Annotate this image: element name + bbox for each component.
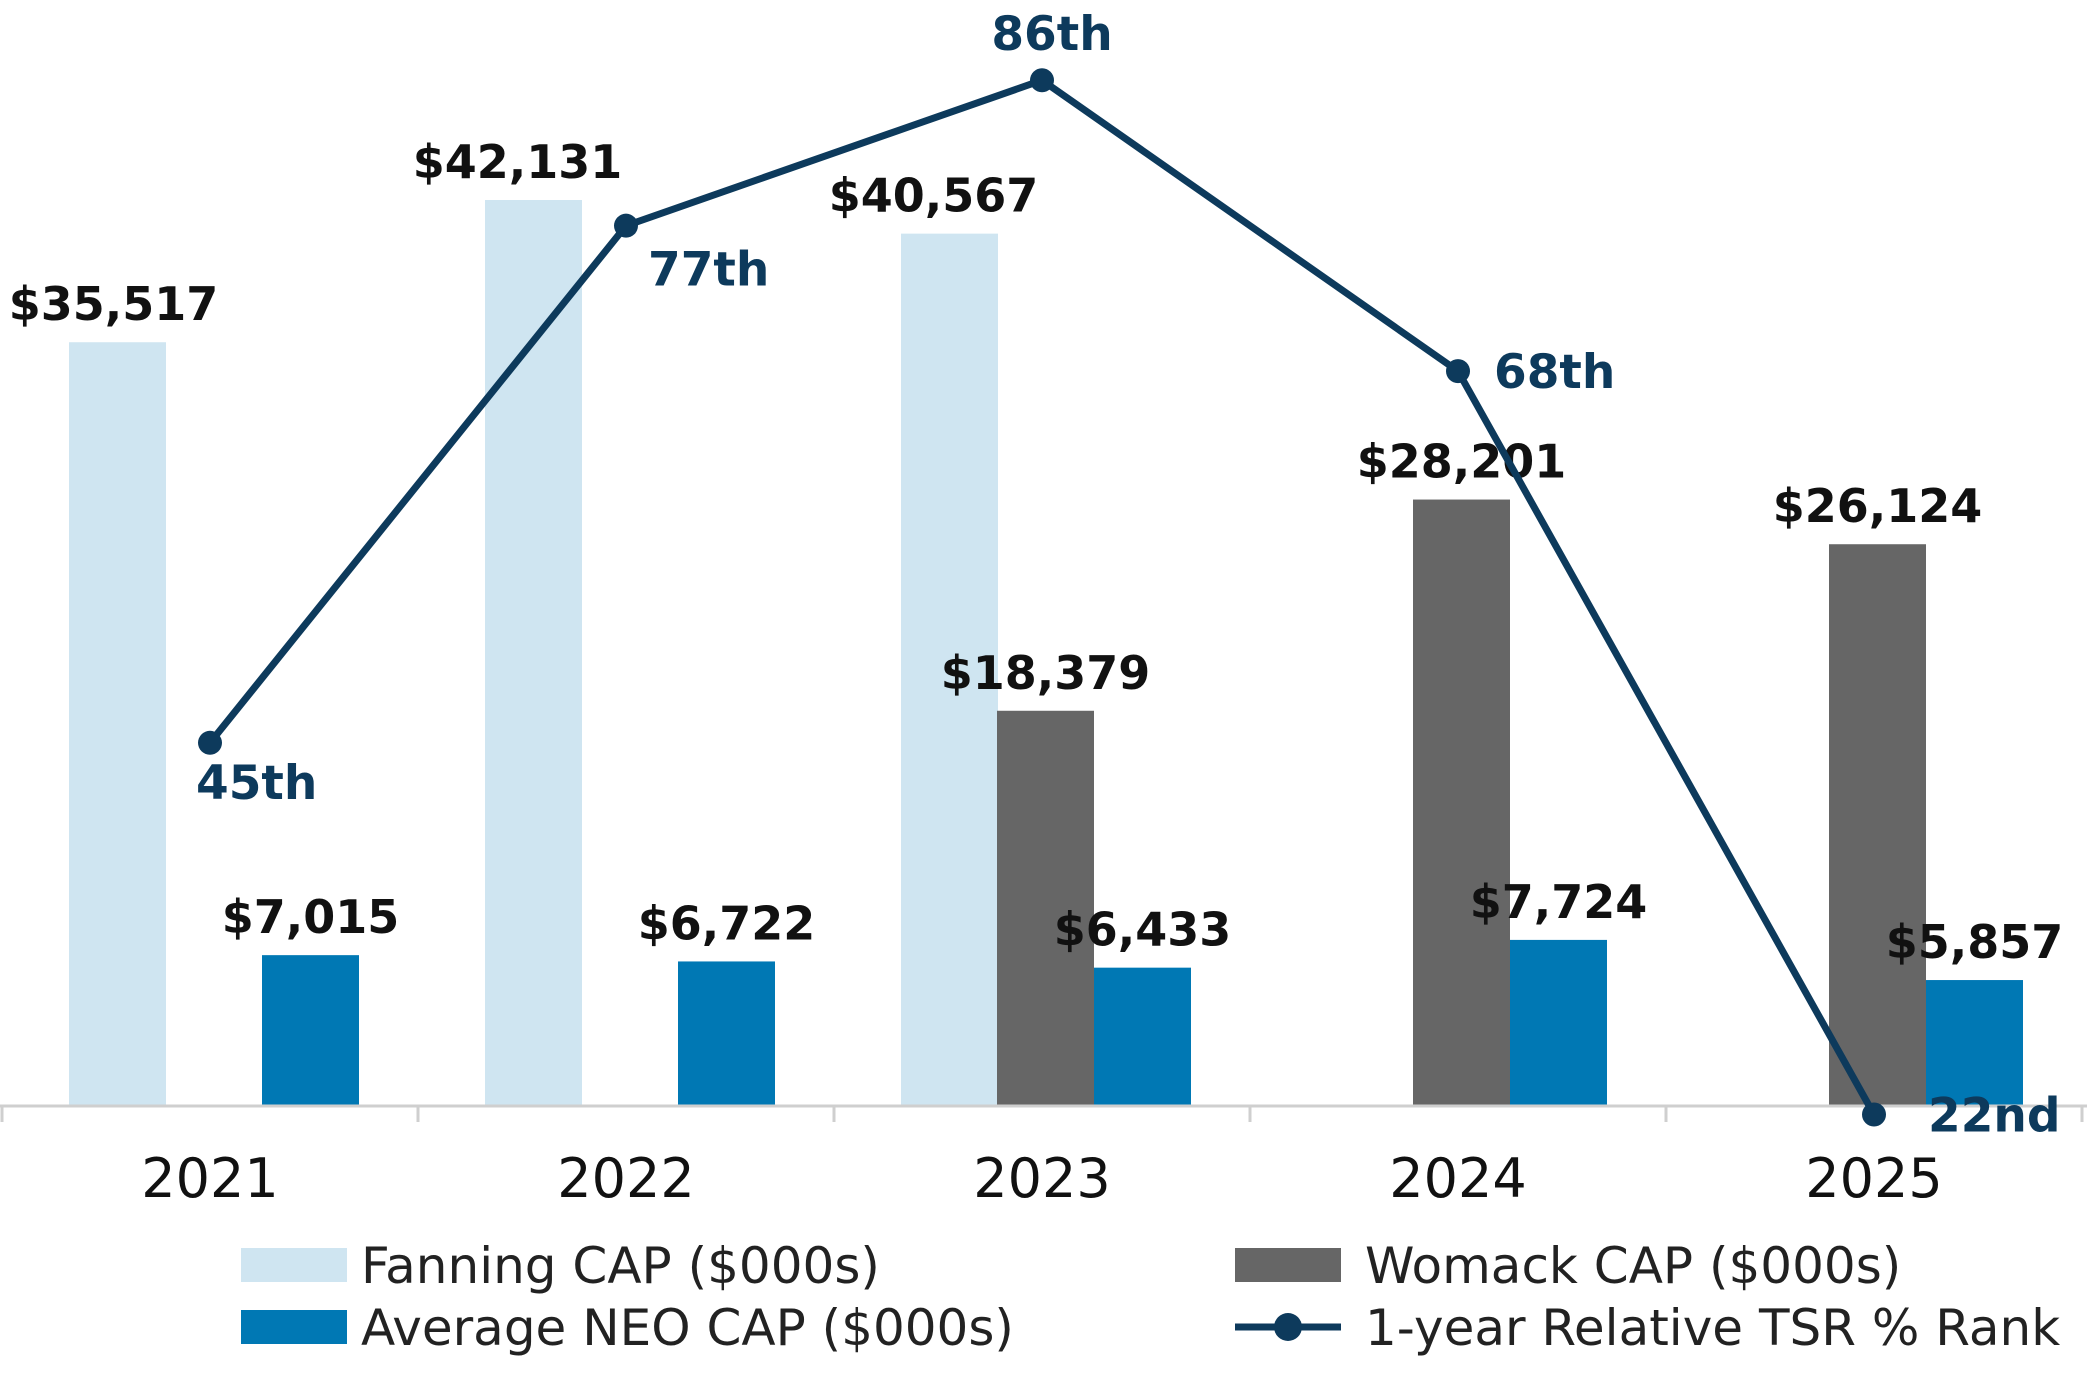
- tsr-rank-label-2023: 86th: [991, 7, 1112, 62]
- legend-label-neo: Average NEO CAP ($000s): [361, 1299, 1014, 1357]
- neo-bar-2022: [678, 961, 775, 1106]
- tsr-rank-label-2021: 45th: [196, 756, 317, 811]
- womack-bar-2023: [997, 710, 1094, 1106]
- womack-value-label-2023: $18,379: [941, 646, 1151, 700]
- bars-layer: $35,517 $42,131 $40,567 $18,379 $28,201 $26,1…: [9, 135, 2064, 1106]
- legend-swatch-neo: [241, 1310, 347, 1344]
- legend-swatch-womack: [1235, 1248, 1341, 1282]
- x-axis: 2021 2022 2023 2024 2025: [0, 1104, 2087, 1210]
- neo-value-label-2025: $5,857: [1886, 915, 2064, 969]
- x-tick-label-2021: 2021: [141, 1147, 278, 1210]
- fanning-bar-2023: [901, 233, 998, 1106]
- neo-bar-2025: [1926, 980, 2023, 1106]
- neo-value-label-2023: $6,433: [1054, 903, 1232, 957]
- fanning-value-label-2022: $42,131: [413, 135, 623, 189]
- womack-bar-2025: [1829, 544, 1926, 1106]
- tsr-rank-point-2022: [614, 213, 638, 238]
- legend: Fanning CAP ($000s) Womack CAP ($000s) Ave…: [241, 1237, 2060, 1357]
- x-tick-label-2024: 2024: [1389, 1147, 1526, 1210]
- tsr-rank-point-2024: [1446, 359, 1470, 384]
- tsr-rank-label-2025: 22nd: [1928, 1088, 2061, 1143]
- legend-label-womack: Womack CAP ($000s): [1365, 1237, 1901, 1295]
- legend-label-fanning: Fanning CAP ($000s): [361, 1237, 880, 1295]
- womack-bar-2024: [1413, 499, 1510, 1106]
- x-tick-label-2023: 2023: [973, 1147, 1110, 1210]
- x-tick-label-2022: 2022: [557, 1147, 694, 1210]
- x-tick-label-2025: 2025: [1805, 1147, 1942, 1210]
- tsr-rank-label-2022: 77th: [648, 243, 769, 298]
- tsr-rank-point-2021: [198, 730, 222, 755]
- neo-value-label-2024: $7,724: [1470, 875, 1648, 929]
- neo-bar-2023: [1094, 967, 1191, 1106]
- neo-bar-2024: [1510, 939, 1607, 1106]
- legend-marker-tsr: [1274, 1313, 1302, 1341]
- womack-value-label-2024: $28,201: [1357, 435, 1567, 489]
- tsr-line-layer: 45th 77th 86th 68th 22nd: [196, 7, 2061, 1143]
- neo-bar-2021: [262, 955, 359, 1106]
- legend-swatch-fanning: [241, 1248, 347, 1282]
- fanning-bar-2022: [485, 200, 582, 1106]
- fanning-value-label-2021: $35,517: [9, 277, 219, 331]
- fanning-bar-2021: [69, 342, 166, 1106]
- fanning-value-label-2023: $40,567: [829, 169, 1039, 223]
- neo-value-label-2021: $7,015: [222, 890, 400, 944]
- tsr-rank-label-2024: 68th: [1494, 345, 1615, 400]
- neo-value-label-2022: $6,722: [638, 896, 816, 950]
- tsr-rank-point-2023: [1030, 68, 1054, 93]
- legend-label-tsr: 1-year Relative TSR % Rank: [1365, 1299, 2060, 1357]
- tsr-rank-point-2025: [1862, 1102, 1886, 1127]
- womack-value-label-2025: $26,124: [1773, 479, 1983, 533]
